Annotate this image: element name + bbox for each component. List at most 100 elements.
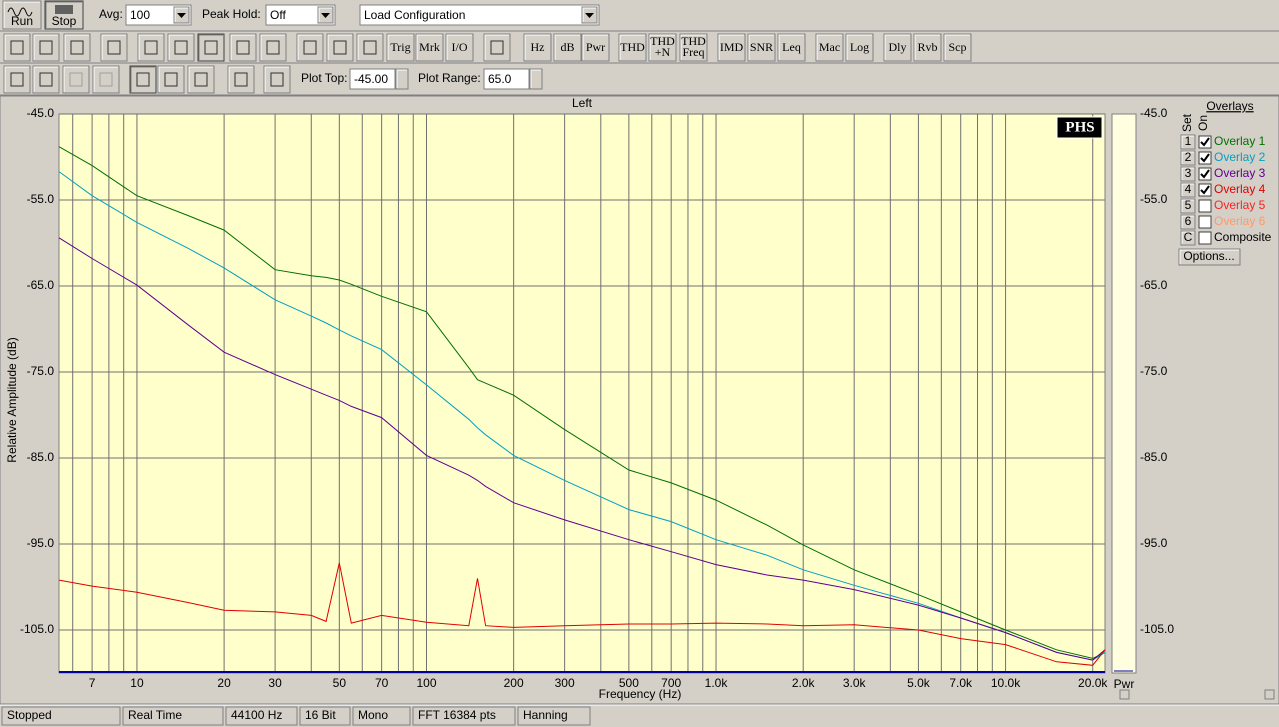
icon-button[interactable] [92, 65, 120, 94]
icon-button[interactable] [100, 33, 128, 62]
tool-button[interactable] [845, 33, 874, 62]
set-button[interactable] [1180, 150, 1196, 166]
bevel [174, 7, 188, 22]
icon-button[interactable] [227, 65, 255, 94]
icon [490, 40, 504, 55]
tool-button[interactable] [648, 33, 677, 62]
icon-button[interactable] [137, 33, 165, 62]
icon-button[interactable] [3, 65, 31, 94]
icon-button[interactable] [3, 33, 31, 62]
bevel [816, 34, 842, 60]
y-tick-label: -105.0 [20, 622, 54, 636]
bevel [101, 34, 126, 60]
overlay-name: Overlay 1 [1214, 134, 1266, 148]
field-value: Off [270, 8, 286, 22]
logo-box [1056, 116, 1103, 139]
y-tick-label: -85.0 [27, 450, 55, 464]
tool-button[interactable] [415, 33, 444, 62]
bevel [524, 34, 550, 60]
field-value: 65.0 [488, 72, 512, 86]
spin-button[interactable] [395, 68, 409, 90]
tool-button[interactable] [777, 33, 806, 62]
options-label: Options... [1183, 249, 1234, 263]
icon [333, 40, 347, 55]
field[interactable] [483, 68, 530, 90]
icon-button[interactable] [483, 33, 511, 62]
overlay-name: Overlay 6 [1214, 214, 1266, 228]
resize-button[interactable] [1119, 689, 1130, 700]
arrow [177, 13, 186, 18]
set-button[interactable] [1180, 134, 1196, 150]
checkbox[interactable] [1198, 199, 1212, 213]
icon [107, 40, 121, 55]
tool-button[interactable] [553, 33, 582, 62]
icon-button[interactable] [32, 65, 60, 94]
tool-button[interactable] [883, 33, 912, 62]
icon-button[interactable] [296, 33, 324, 62]
icon-button[interactable] [62, 65, 90, 94]
set-button[interactable] [1180, 182, 1196, 198]
icon-button[interactable] [263, 65, 291, 94]
bevel [1181, 167, 1194, 180]
x-tick-label: 70 [375, 676, 389, 690]
bevel [944, 34, 970, 60]
tool-button[interactable] [913, 33, 942, 62]
icon-button[interactable] [259, 33, 287, 62]
icon-button[interactable] [63, 33, 91, 62]
tool-button[interactable] [815, 33, 844, 62]
icon-button[interactable] [157, 65, 185, 94]
icon-button[interactable] [229, 33, 257, 62]
field[interactable] [359, 4, 600, 26]
icon-button[interactable] [326, 33, 354, 62]
tool-button[interactable] [717, 33, 746, 62]
bevel [158, 66, 183, 92]
icon [204, 40, 218, 55]
resize-button[interactable] [1264, 689, 1275, 700]
icon [70, 40, 84, 55]
options-button[interactable] [1178, 248, 1241, 266]
tool-button[interactable] [943, 33, 972, 62]
y2-axis-label: Pwr [1114, 677, 1135, 691]
check [1200, 153, 1210, 163]
tool-button[interactable] [581, 33, 610, 62]
icon-button[interactable] [197, 33, 225, 62]
set-button[interactable] [1180, 166, 1196, 182]
checkbox[interactable] [1198, 231, 1212, 245]
field[interactable] [349, 68, 396, 90]
x-tick-label: 1.0k [705, 676, 729, 690]
stop-button[interactable] [44, 0, 84, 30]
icon-button[interactable] [32, 33, 60, 62]
tool-button[interactable] [679, 33, 708, 62]
icon-button[interactable] [356, 33, 384, 62]
run-button[interactable] [2, 0, 42, 30]
bevel [416, 34, 442, 60]
x-tick-label: 5.0k [907, 676, 931, 690]
field-value: 100 [130, 8, 150, 22]
set-button[interactable] [1180, 198, 1196, 214]
set-label: C [1184, 230, 1193, 244]
tool-button[interactable] [618, 33, 647, 62]
icon [270, 72, 284, 87]
set-button[interactable] [1180, 214, 1196, 230]
tool-button[interactable] [523, 33, 552, 62]
tool-button[interactable] [747, 33, 776, 62]
spin-button[interactable] [529, 68, 543, 90]
checkbox[interactable] [1198, 215, 1212, 229]
avg-label: Avg: [99, 7, 123, 21]
bevel [318, 7, 332, 22]
tool-button[interactable] [386, 33, 415, 62]
icon-button[interactable] [167, 33, 195, 62]
x-tick-label: 3.0k [843, 676, 867, 690]
bevel [846, 34, 872, 60]
series-line [58, 562, 1106, 666]
x-tick-label: 20 [217, 676, 231, 690]
icon-button[interactable] [187, 65, 215, 94]
tool-button[interactable] [445, 33, 474, 62]
tool-button-label: Log [850, 40, 869, 54]
icon [234, 72, 248, 87]
icon-button[interactable] [129, 65, 157, 94]
set-button[interactable] [1180, 230, 1196, 246]
bevel [619, 34, 645, 60]
field-value: -45.00 [354, 72, 388, 86]
y-tick-label: -65.0 [27, 278, 55, 292]
